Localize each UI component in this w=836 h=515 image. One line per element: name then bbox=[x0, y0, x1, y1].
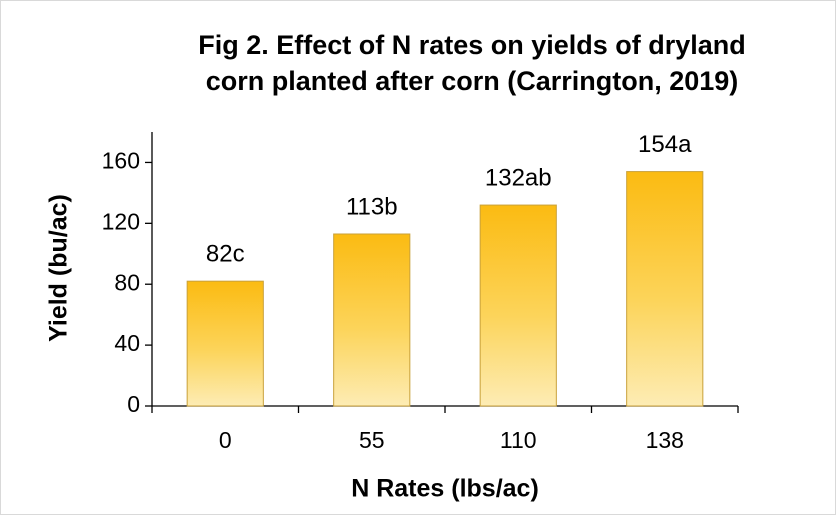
data-label: 113b bbox=[346, 193, 398, 220]
bar bbox=[333, 233, 411, 407]
y-tick-label: 80 bbox=[114, 269, 140, 295]
y-tick-label: 40 bbox=[114, 330, 140, 356]
y-tick-label: 0 bbox=[127, 391, 140, 417]
bar bbox=[479, 204, 557, 407]
bar bbox=[186, 280, 264, 407]
x-tick-label: 110 bbox=[500, 427, 537, 453]
chart-title: Fig 2. Effect of N rates on yields of dr… bbox=[198, 30, 746, 60]
x-tick-label: 0 bbox=[219, 427, 232, 453]
chart-title: corn planted after corn (Carrington, 201… bbox=[206, 66, 739, 96]
y-tick-label: 160 bbox=[102, 148, 140, 174]
x-axis-title: N Rates (lbs/ac) bbox=[351, 475, 539, 503]
data-label: 132ab bbox=[485, 164, 552, 191]
y-tick-label: 120 bbox=[102, 208, 140, 234]
x-tick-label: 55 bbox=[359, 427, 385, 453]
y-axis-title: Yield (bu/ac) bbox=[45, 194, 73, 342]
x-tick-label: 138 bbox=[646, 427, 684, 453]
data-label: 154a bbox=[638, 131, 692, 158]
data-label: 82c bbox=[206, 241, 245, 268]
bar bbox=[626, 171, 704, 407]
